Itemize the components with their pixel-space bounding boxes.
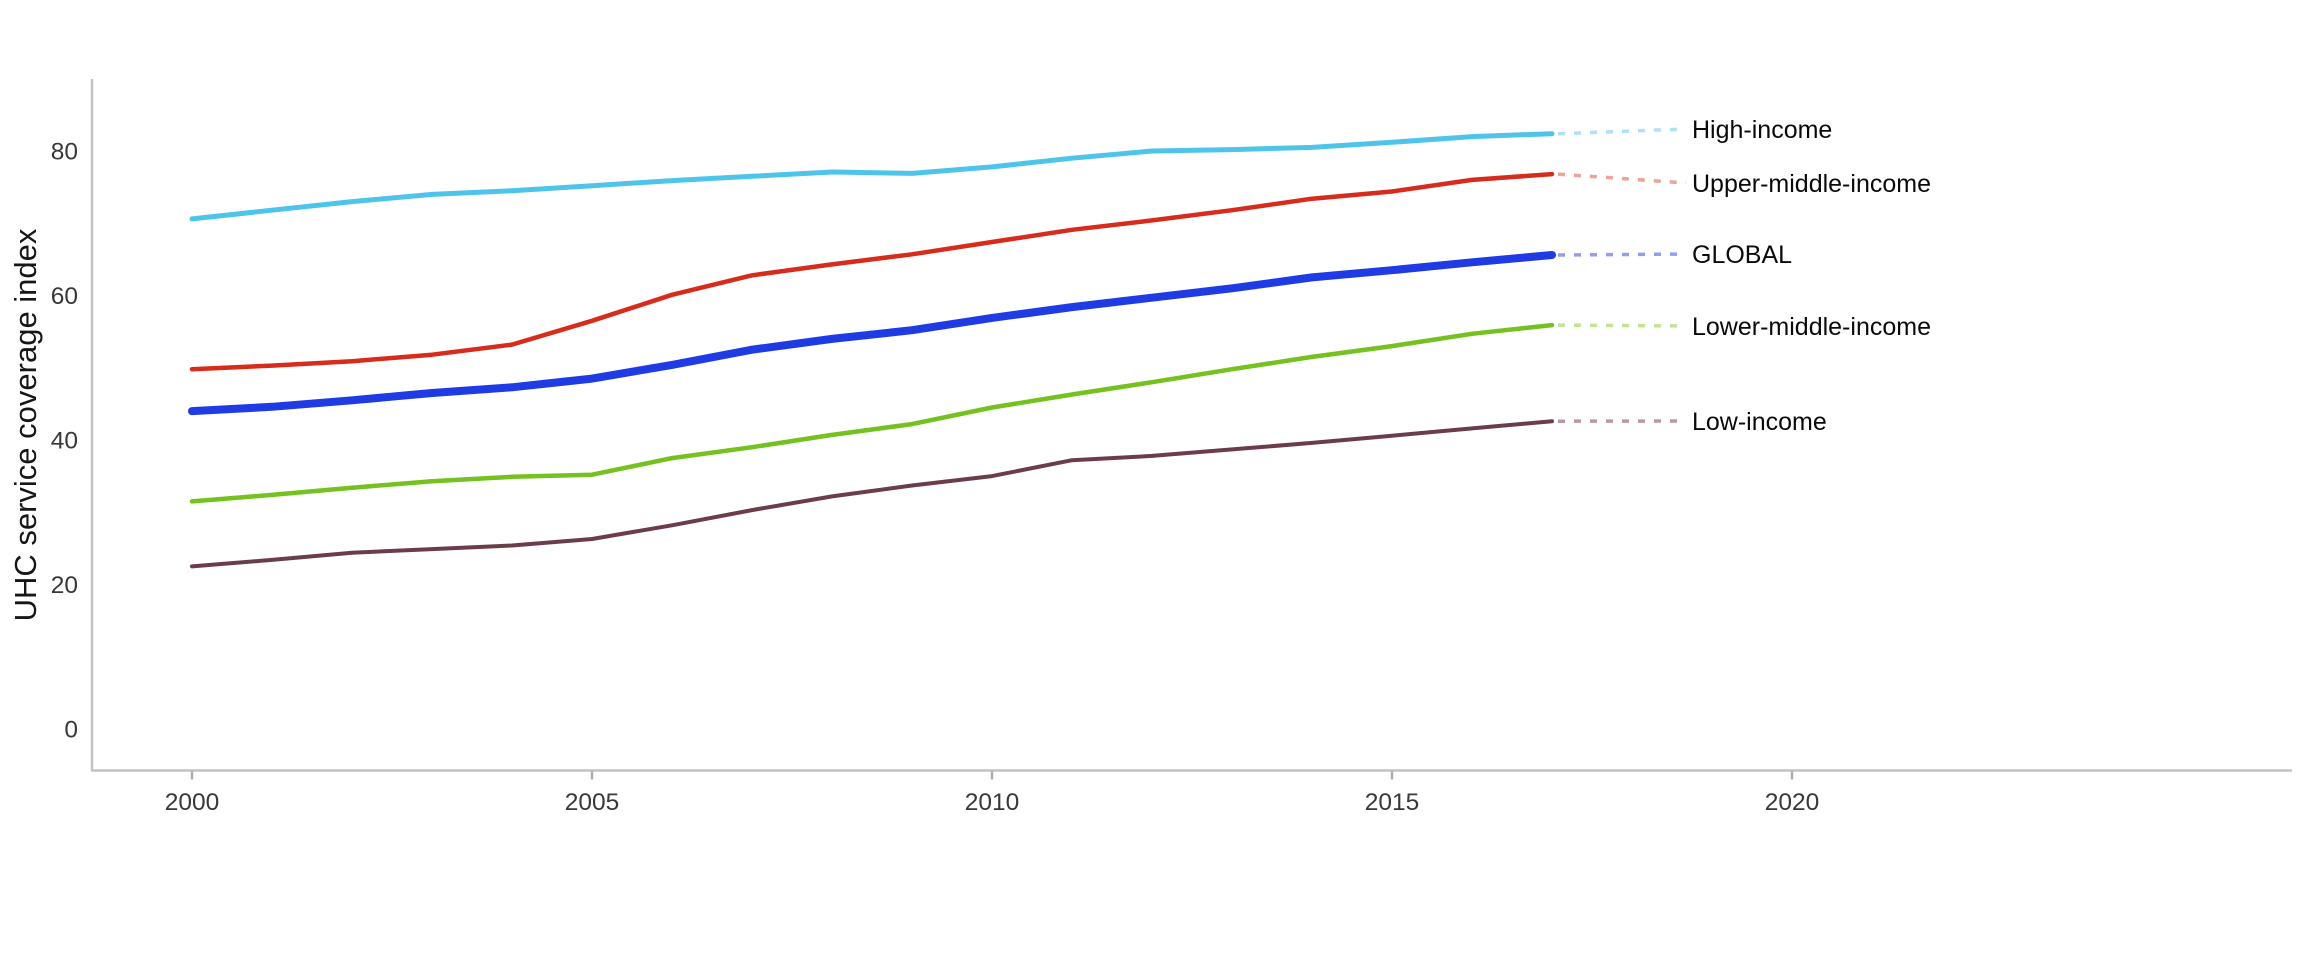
- series-connector-global: [1557, 252, 1687, 257]
- series-label-upper-middle-income: Upper-middle-income: [1692, 170, 1931, 198]
- series-line-lower-middle-income: [189, 322, 1555, 504]
- y-tick-label: 0: [64, 717, 78, 744]
- series-connector-upper-middle-income: [1557, 172, 1687, 185]
- series-connector-high-income: [1557, 127, 1687, 136]
- x-tick-label: 2015: [1365, 789, 1420, 816]
- y-tick-label: 40: [51, 428, 78, 455]
- series-connector-lower-middle-income: [1557, 323, 1687, 328]
- y-tick-label: 80: [51, 139, 78, 166]
- y-tick-label: 20: [51, 572, 78, 599]
- y-tick-label: 60: [51, 283, 78, 310]
- x-tick-label: 2005: [565, 789, 620, 816]
- series-label-high-income: High-income: [1692, 116, 1832, 144]
- series-label-low-income: Low-income: [1692, 408, 1827, 436]
- series-label-lower-middle-income: Lower-middle-income: [1692, 313, 1931, 341]
- series-line-global: [188, 251, 1556, 416]
- x-tick-label: 2010: [965, 789, 1020, 816]
- x-tick-label: 2000: [165, 789, 220, 816]
- series-line-low-income: [190, 419, 1554, 569]
- x-tick-label: 2020: [1765, 789, 1820, 816]
- series-line-high-income: [189, 131, 1555, 222]
- series-label-global: GLOBAL: [1692, 241, 1792, 269]
- series-line-upper-middle-income: [189, 171, 1555, 372]
